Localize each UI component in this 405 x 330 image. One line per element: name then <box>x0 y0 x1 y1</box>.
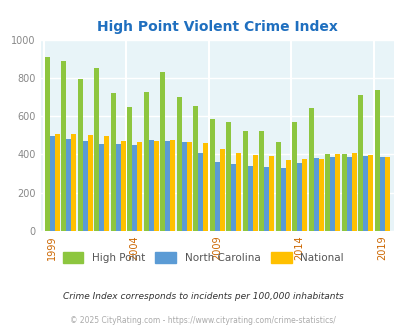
Bar <box>198 152 202 231</box>
Bar <box>77 79 83 231</box>
Bar <box>104 136 109 231</box>
Bar <box>384 157 389 231</box>
Text: Crime Index corresponds to incidents per 100,000 inhabitants: Crime Index corresponds to incidents per… <box>62 292 343 301</box>
Bar <box>292 122 296 231</box>
Bar <box>61 61 66 231</box>
Bar <box>296 163 301 231</box>
Bar <box>335 154 339 231</box>
Bar <box>318 159 323 231</box>
Bar <box>165 141 170 231</box>
Bar <box>49 136 55 231</box>
Bar <box>329 157 335 231</box>
Bar <box>176 97 181 231</box>
Bar <box>358 95 362 231</box>
Bar <box>219 149 224 231</box>
Bar <box>341 154 346 231</box>
Bar <box>115 144 120 231</box>
Bar <box>193 106 198 231</box>
Bar <box>362 156 367 231</box>
Bar <box>66 139 71 231</box>
Bar <box>132 145 137 231</box>
Bar <box>170 140 175 231</box>
Bar <box>308 108 313 231</box>
Bar <box>374 90 379 231</box>
Bar <box>252 155 257 231</box>
Bar <box>231 164 236 231</box>
Bar <box>153 141 158 231</box>
Bar <box>209 119 214 231</box>
Bar <box>269 156 273 231</box>
Bar <box>247 166 252 231</box>
Bar <box>137 142 142 231</box>
Bar <box>111 93 115 231</box>
Bar <box>351 153 356 231</box>
Bar <box>120 141 125 231</box>
Bar <box>242 131 247 231</box>
Bar <box>280 168 285 231</box>
Bar <box>259 130 264 231</box>
Bar <box>301 159 307 231</box>
Bar <box>214 162 219 231</box>
Bar <box>127 107 132 231</box>
Bar <box>181 142 186 231</box>
Bar <box>94 68 99 231</box>
Title: High Point Violent Crime Index: High Point Violent Crime Index <box>96 20 337 34</box>
Bar <box>45 57 49 231</box>
Text: © 2025 CityRating.com - https://www.cityrating.com/crime-statistics/: © 2025 CityRating.com - https://www.city… <box>70 316 335 325</box>
Bar <box>275 142 280 231</box>
Bar <box>55 134 60 231</box>
Bar <box>236 153 241 231</box>
Bar <box>324 154 329 231</box>
Bar <box>71 134 76 231</box>
Bar <box>367 155 372 231</box>
Legend: High Point, North Carolina, National: High Point, North Carolina, National <box>58 248 347 267</box>
Bar <box>285 160 290 231</box>
Bar <box>83 141 87 231</box>
Bar <box>379 157 384 231</box>
Bar <box>160 72 165 231</box>
Bar <box>264 167 269 231</box>
Bar <box>148 140 153 231</box>
Bar <box>202 143 208 231</box>
Bar <box>87 135 92 231</box>
Bar <box>99 144 104 231</box>
Bar <box>143 92 148 231</box>
Bar <box>186 142 191 231</box>
Bar <box>226 122 231 231</box>
Bar <box>313 158 318 231</box>
Bar <box>346 157 351 231</box>
